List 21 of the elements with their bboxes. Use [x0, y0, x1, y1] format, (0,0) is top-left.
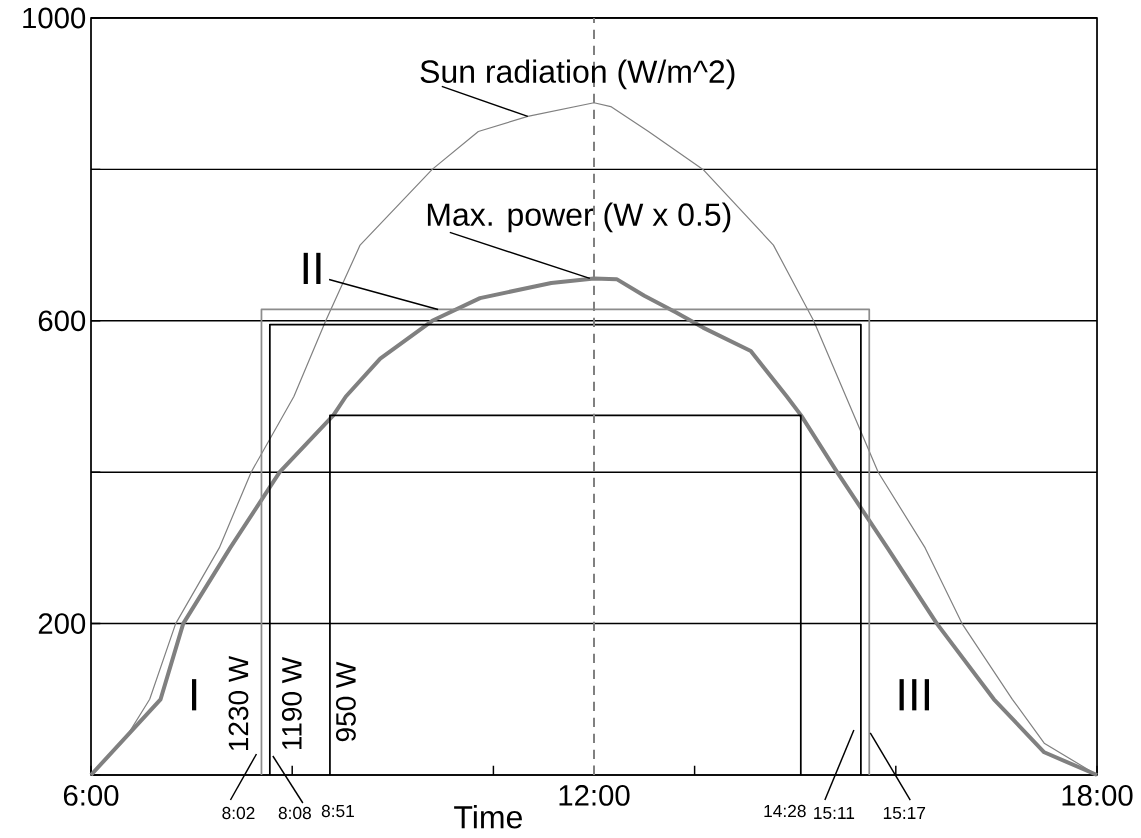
x-tick-label: 6:00 — [63, 785, 119, 806]
annotation: 8:08 — [278, 806, 311, 820]
annotation: III — [899, 679, 929, 711]
x-tick-label: 18:00 — [1062, 785, 1133, 806]
x-axis-title: Time — [454, 805, 522, 829]
annotation: II — [303, 252, 321, 285]
x-tick-label: 12:00 — [559, 785, 630, 806]
y-tick-label: 200 — [38, 613, 86, 634]
text: 1230 W — [228, 655, 249, 751]
annotation: 14:28 — [764, 804, 806, 818]
text: 1190 W — [281, 656, 302, 750]
text: 950 W — [336, 661, 356, 742]
annotation: 15:17 — [883, 806, 926, 820]
annotation: 8:02 — [222, 806, 255, 820]
y-tick-label: 1000 — [23, 7, 86, 29]
annotation: 8:51 — [321, 804, 354, 818]
annotation: Max. power (W x 0.5) — [427, 202, 731, 233]
annotation: I — [192, 679, 197, 711]
annotation: 15:11 — [814, 806, 855, 820]
y-tick-label: 600 — [38, 310, 86, 332]
annotation: Sun radiation (W/m^2) — [420, 59, 735, 90]
